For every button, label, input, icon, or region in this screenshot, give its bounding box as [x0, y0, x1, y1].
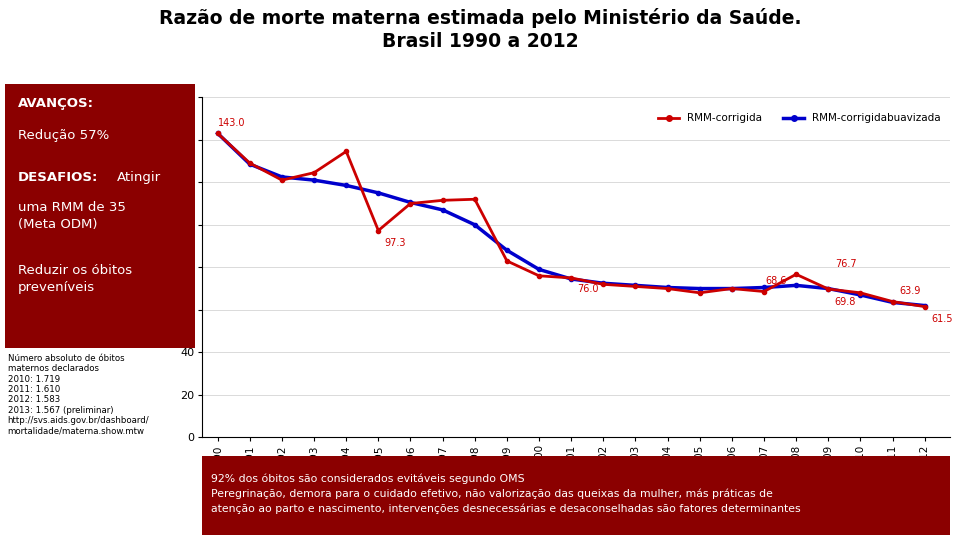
Text: 76.0: 76.0	[578, 284, 599, 294]
Text: 143.0: 143.0	[218, 118, 245, 128]
Text: 69.8: 69.8	[834, 297, 856, 307]
Text: 63.9: 63.9	[899, 286, 921, 296]
Text: DESAFIOS:: DESAFIOS:	[18, 171, 99, 184]
Text: Número absoluto de óbitos
maternos declarados
2010: 1.719
2011: 1.610
2012: 1.58: Número absoluto de óbitos maternos decla…	[8, 354, 150, 435]
Text: 97.3: 97.3	[385, 238, 406, 248]
Text: Razão de morte materna estimada pelo Ministério da Saúde.
Brasil 1990 a 2012: Razão de morte materna estimada pelo Min…	[158, 8, 802, 51]
Legend: RMM-corrigida, RMM-corrigidabuavizada: RMM-corrigida, RMM-corrigidabuavizada	[654, 109, 946, 127]
Text: uma RMM de 35
(Meta ODM): uma RMM de 35 (Meta ODM)	[18, 201, 126, 232]
Text: 61.5: 61.5	[931, 314, 952, 325]
Text: Atingir: Atingir	[117, 171, 161, 184]
Text: AVANÇOS:: AVANÇOS:	[18, 97, 94, 110]
Text: 76.7: 76.7	[834, 259, 856, 269]
Text: Reduzir os óbitos
preveníveis: Reduzir os óbitos preveníveis	[18, 264, 132, 294]
Text: Redução 57%: Redução 57%	[18, 129, 109, 141]
Text: 92% dos óbitos são considerados evitáveis segundo OMS
Peregrinação, demora para : 92% dos óbitos são considerados evitávei…	[210, 474, 801, 515]
Text: 68.6: 68.6	[765, 276, 786, 286]
